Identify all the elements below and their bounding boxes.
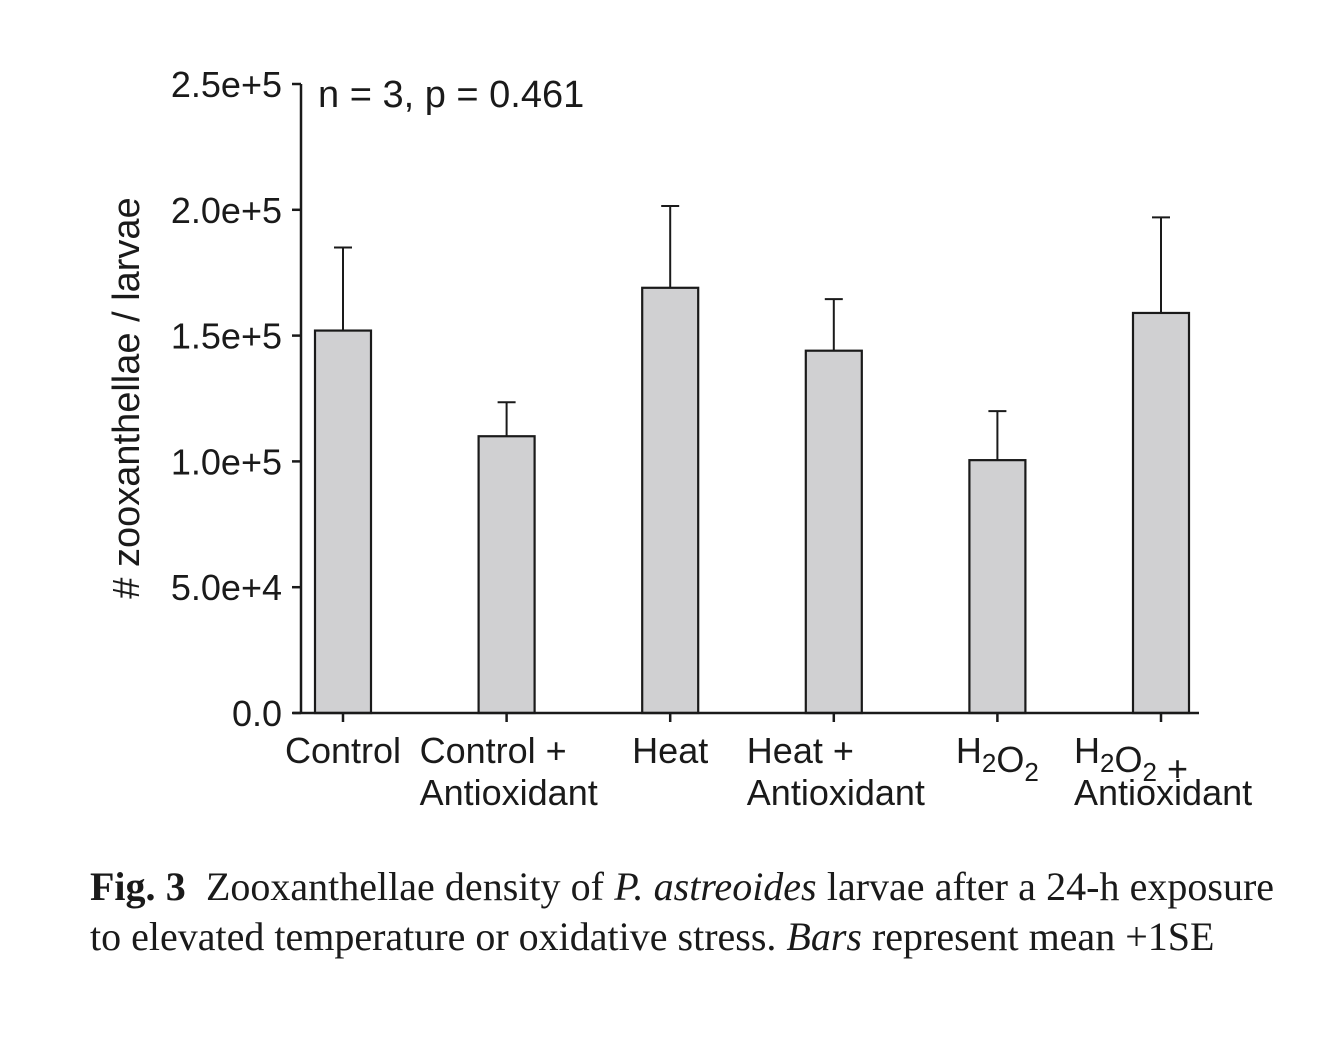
x-tick-label-0: Control [285, 730, 401, 771]
x-tick-label-1: Control + [420, 730, 567, 771]
bar-0 [313, 329, 373, 715]
y-tick-label-3: 1.5e+5 [171, 316, 282, 357]
caption-bars-word: Bars [786, 914, 862, 959]
bar-3 [804, 349, 863, 715]
annotation-n-p: n = 3, p = 0.461 [318, 74, 584, 116]
y-tick-label-0: 0.0 [232, 693, 282, 734]
x-tick-label-2: Heat [632, 730, 708, 771]
bar-4 [968, 459, 1027, 715]
bar-chart: n = 3, p = 0.461 # zooxanthellae / larva… [106, 64, 1252, 813]
caption-text-2: larvae after a 24-h exposure to elevated… [90, 864, 1275, 959]
x-tick-label-5-line2: Antioxidant [1074, 772, 1252, 813]
bar-5 [1131, 311, 1191, 715]
x-tick-label-4: H2O2 [956, 730, 1039, 787]
x-tick-label-5: H2O2 + [1074, 730, 1188, 789]
figure-caption: Fig. 3 Zooxanthellae density of P. astre… [90, 862, 1274, 962]
figure-label: Fig. 3 [90, 864, 186, 909]
y-tick-label-1: 5.0e+4 [171, 567, 282, 608]
bar-1 [477, 435, 536, 715]
x-tick-label-3-line2: Antioxidant [747, 772, 925, 813]
x-tick-label-3: Heat + [747, 730, 854, 771]
caption-species: P. astreoides [614, 864, 817, 909]
caption-text-3: represent mean +1SE [871, 914, 1215, 959]
y-tick-label-5: 2.5e+5 [171, 64, 282, 105]
x-tick-label-1-line2: Antioxidant [420, 772, 598, 813]
caption-text-1: Zooxanthellae density of [205, 864, 604, 909]
y-tick-label-4: 2.0e+5 [171, 190, 282, 231]
bar-2 [641, 286, 700, 715]
y-tick-label-2: 1.0e+5 [171, 441, 282, 482]
y-axis-label: # zooxanthellae / larvae [106, 197, 148, 598]
plot-area [313, 205, 1191, 715]
